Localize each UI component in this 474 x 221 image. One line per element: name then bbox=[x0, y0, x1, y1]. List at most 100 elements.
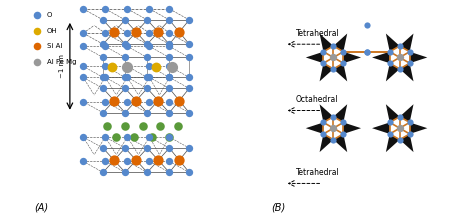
Point bbox=[124, 31, 131, 35]
Point bbox=[108, 66, 116, 69]
Point bbox=[157, 124, 164, 128]
Point bbox=[33, 45, 40, 48]
Polygon shape bbox=[343, 122, 361, 134]
Point bbox=[339, 50, 347, 53]
Point bbox=[146, 65, 153, 68]
Point bbox=[146, 45, 153, 48]
Point bbox=[104, 124, 111, 128]
Point bbox=[121, 111, 129, 114]
Text: O: O bbox=[46, 12, 52, 19]
Point bbox=[99, 146, 107, 150]
Text: Al Fe Mg: Al Fe Mg bbox=[46, 59, 76, 65]
Point bbox=[165, 100, 173, 103]
Point bbox=[101, 65, 109, 68]
Point bbox=[316, 80, 323, 83]
Point bbox=[101, 31, 109, 35]
Point bbox=[101, 7, 109, 11]
Point bbox=[302, 56, 310, 59]
Point bbox=[79, 76, 87, 79]
Point bbox=[185, 111, 193, 114]
Polygon shape bbox=[410, 122, 428, 134]
Polygon shape bbox=[319, 104, 333, 122]
Point bbox=[146, 100, 153, 103]
Point bbox=[155, 30, 162, 34]
Polygon shape bbox=[306, 122, 323, 134]
Point bbox=[101, 135, 109, 139]
Point bbox=[79, 135, 87, 139]
Point bbox=[101, 76, 109, 79]
Point bbox=[406, 132, 413, 136]
Point bbox=[33, 60, 40, 64]
Point bbox=[175, 99, 183, 102]
Point bbox=[168, 66, 175, 69]
Point bbox=[406, 121, 413, 124]
Point bbox=[124, 160, 131, 163]
Point bbox=[175, 30, 183, 34]
Polygon shape bbox=[333, 63, 347, 81]
Point bbox=[363, 24, 370, 27]
Point bbox=[368, 56, 376, 59]
Point bbox=[79, 100, 87, 103]
Point bbox=[146, 76, 153, 79]
Text: Tetrahedral: Tetrahedral bbox=[296, 168, 339, 177]
Point bbox=[410, 103, 417, 106]
Point bbox=[79, 7, 87, 11]
Point bbox=[165, 87, 173, 90]
Point bbox=[329, 115, 337, 118]
Point bbox=[368, 126, 376, 130]
Point bbox=[339, 132, 347, 136]
Point bbox=[165, 42, 173, 46]
Point bbox=[344, 32, 351, 35]
Point bbox=[165, 56, 173, 59]
Point bbox=[185, 18, 193, 22]
Polygon shape bbox=[400, 63, 413, 81]
Point bbox=[33, 29, 40, 33]
Point bbox=[132, 99, 140, 102]
Point bbox=[121, 146, 129, 150]
Text: (B): (B) bbox=[271, 202, 285, 212]
Point bbox=[319, 61, 327, 65]
Point bbox=[185, 87, 193, 90]
Point bbox=[396, 56, 403, 59]
Point bbox=[139, 124, 146, 128]
Point bbox=[382, 32, 390, 35]
Polygon shape bbox=[400, 34, 413, 52]
Point bbox=[144, 87, 151, 90]
Point bbox=[339, 121, 347, 124]
Point bbox=[79, 160, 87, 163]
Point bbox=[99, 171, 107, 174]
Point bbox=[144, 18, 151, 22]
Point bbox=[124, 135, 131, 139]
Polygon shape bbox=[333, 134, 347, 152]
Point bbox=[329, 138, 337, 141]
Polygon shape bbox=[400, 134, 413, 152]
Point bbox=[124, 65, 131, 68]
Point bbox=[144, 171, 151, 174]
Point bbox=[165, 171, 173, 174]
Point bbox=[386, 61, 393, 65]
Point bbox=[165, 76, 173, 79]
Point bbox=[316, 32, 323, 35]
Point bbox=[121, 42, 129, 46]
Point bbox=[396, 126, 403, 130]
Point bbox=[319, 121, 327, 124]
Point bbox=[146, 160, 153, 163]
Point bbox=[185, 42, 193, 46]
Point bbox=[319, 132, 327, 136]
Point bbox=[99, 56, 107, 59]
Point bbox=[410, 32, 417, 35]
Point bbox=[121, 124, 129, 128]
Point bbox=[410, 150, 417, 154]
Point bbox=[165, 31, 173, 35]
Point bbox=[121, 18, 129, 22]
Point bbox=[155, 158, 162, 162]
Point bbox=[146, 7, 153, 11]
Point bbox=[344, 150, 351, 154]
Point bbox=[344, 103, 351, 106]
Point bbox=[410, 80, 417, 83]
Point bbox=[165, 76, 173, 79]
Polygon shape bbox=[386, 63, 400, 81]
Polygon shape bbox=[306, 52, 323, 63]
Point bbox=[363, 50, 370, 53]
Point bbox=[316, 150, 323, 154]
